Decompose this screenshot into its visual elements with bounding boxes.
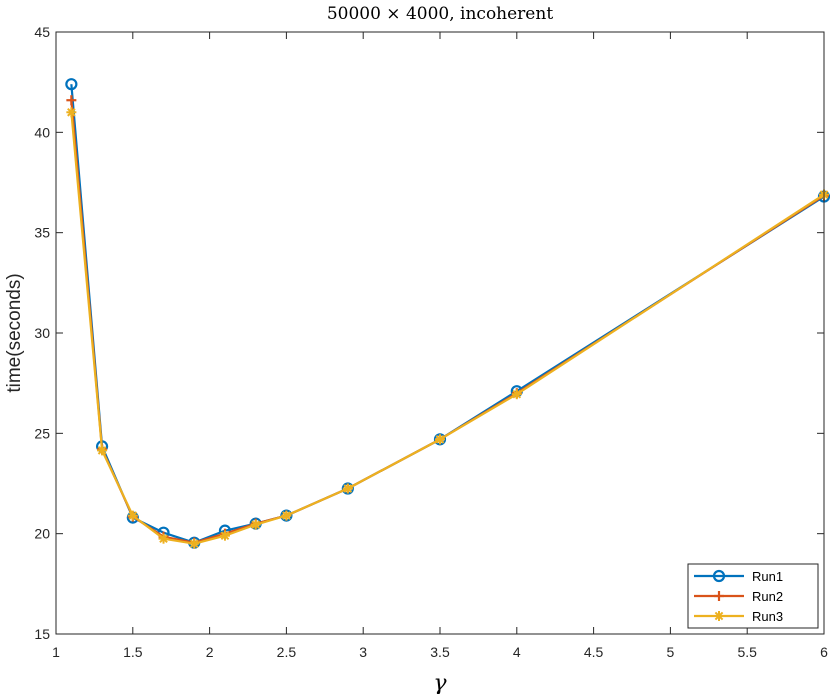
axes: 1 1.5 2 2.5 3 3.5 4 4.5 5 5.5 6 15 20 25 30 35 40 45 (34, 24, 828, 660)
data-point (127, 510, 138, 521)
data-point (435, 434, 445, 445)
x-tick-label: 4.5 (584, 644, 604, 660)
legend-entry-label: Run1 (752, 569, 783, 584)
data-point (65, 78, 78, 91)
data-point (97, 445, 108, 456)
x-axis-label: γ (433, 671, 447, 694)
x-tick-label: 2.5 (277, 644, 297, 660)
y-tick-label: 15 (34, 626, 50, 642)
plot-area (65, 78, 830, 549)
data-point (342, 483, 353, 494)
x-tick-label: 5 (667, 644, 675, 660)
data-point (66, 95, 77, 106)
data-point (158, 533, 169, 544)
legend: Run1 Run2 Run3 (687, 563, 819, 629)
y-axis-label: time(seconds) (4, 273, 25, 392)
x-tick-label: 1.5 (123, 644, 143, 660)
y-tick-label: 25 (34, 425, 50, 441)
series-line-run2 (70, 100, 825, 544)
x-tick-label: 3.5 (430, 644, 450, 660)
series-line-run3 (70, 112, 825, 545)
x-tick-label: 2 (206, 644, 214, 660)
y-tick-label: 30 (34, 325, 50, 341)
x-tick-label: 5.5 (737, 644, 757, 660)
axes-box (55, 31, 825, 635)
y-tick-label: 45 (34, 24, 50, 40)
y-tick-label: 20 (34, 526, 50, 542)
legend-marker (712, 569, 726, 583)
x-tick-label: 6 (820, 644, 828, 660)
x-tick-label: 3 (359, 644, 367, 660)
legend-marker (714, 591, 724, 601)
data-point (250, 519, 261, 530)
data-point (219, 530, 230, 541)
x-tick-label: 1 (52, 644, 60, 660)
legend-entry-label: Run2 (752, 589, 783, 604)
x-tick-label: 4 (513, 644, 521, 660)
chart-title: 50000 × 4000, incoherent (327, 4, 553, 24)
series-line-run1 (70, 84, 825, 544)
y-tick-label: 40 (34, 124, 50, 140)
y-tick-label: 35 (34, 225, 50, 241)
legend-entry-label: Run3 (752, 609, 783, 624)
data-point (281, 510, 292, 521)
legend-marker (714, 611, 724, 621)
data-point (189, 538, 200, 549)
data-point (66, 107, 77, 118)
data-point (511, 389, 522, 400)
